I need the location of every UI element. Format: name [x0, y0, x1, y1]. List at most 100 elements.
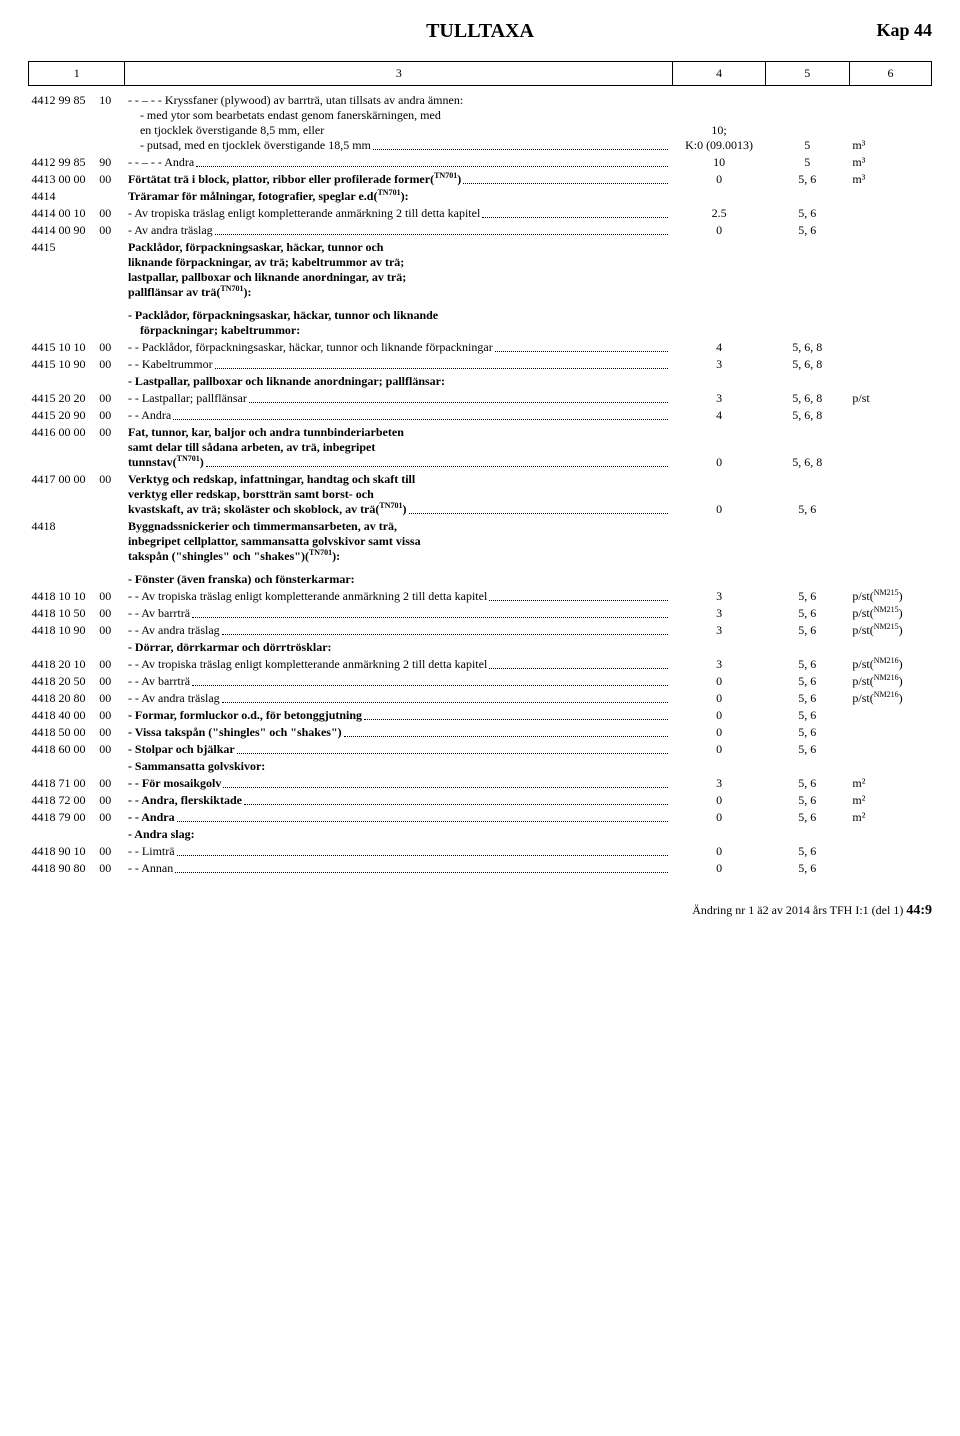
table-row: 4418 10 50 00 - - Av barrträ 3 5, 6 p/st… — [29, 605, 932, 622]
code-cell: 4418 71 00 — [29, 775, 97, 792]
code-cell: 4415 10 10 — [29, 339, 97, 356]
col4-cell: 0 — [673, 424, 765, 471]
table-row: 4418 60 00 00 - Stolpar och bjälkar 0 5,… — [29, 741, 932, 758]
desc-text: - Av tropiska träslag enligt komplettera… — [128, 206, 480, 221]
code-cell: 4414 — [29, 188, 97, 205]
code-cell: 4418 60 00 — [29, 741, 97, 758]
code-cell: 4413 00 00 — [29, 171, 97, 188]
desc-text: - - – - - Andra — [128, 155, 194, 170]
desc-text: - med ytor som bearbetats endast genom f… — [128, 108, 441, 122]
col4-cell: 3 — [673, 588, 765, 605]
col5-cell: 5, 6, 8 — [765, 356, 849, 373]
page-footer: Ändring nr 1 ä2 av 2014 års TFH I:1 (del… — [28, 903, 932, 919]
col5-cell: 5, 6, 8 — [765, 390, 849, 407]
code-cell: 4415 20 20 — [29, 390, 97, 407]
col5-cell: 5, 6 — [765, 205, 849, 222]
subcode-cell: 00 — [96, 588, 125, 605]
col5-cell: 5, 6 — [765, 673, 849, 690]
code-cell: 4415 20 90 — [29, 407, 97, 424]
subcode-cell: 00 — [96, 809, 125, 826]
table-row: 4414 Träramar för målningar, fotografier… — [29, 188, 932, 205]
desc-text: - - Andra, flerskiktade — [128, 793, 242, 808]
table-row: 4414 00 10 00 - Av tropiska träslag enli… — [29, 205, 932, 222]
col5-cell: 5, 6 — [765, 792, 849, 809]
col5-cell: 5, 6 — [765, 775, 849, 792]
desc-text: - Stolpar och bjälkar — [128, 742, 235, 757]
subcode-cell: 00 — [96, 673, 125, 690]
code-cell: 4418 20 10 — [29, 656, 97, 673]
code-cell: 4418 — [29, 518, 97, 565]
col4-cell: 4 — [673, 407, 765, 424]
table-row: 4418 90 80 00 - - Annan 0 5, 6 — [29, 860, 932, 877]
col5-cell: 5 — [765, 154, 849, 171]
desc-text: - Formar, formluckor o.d., för betonggju… — [128, 708, 362, 723]
table-row: - Dörrar, dörrkarmar och dörrtrösklar: — [29, 639, 932, 656]
code-cell: 4418 10 10 — [29, 588, 97, 605]
col5-cell: 5, 6 — [765, 656, 849, 673]
desc-cell: - Dörrar, dörrkarmar och dörrtrösklar: — [125, 639, 673, 656]
subcode-cell: 00 — [96, 707, 125, 724]
col4-cell: 0 — [673, 724, 765, 741]
col4-cell: 0 — [673, 741, 765, 758]
desc-cell: - Lastpallar, pallboxar och liknande ano… — [125, 373, 673, 390]
subcode-cell: 90 — [96, 154, 125, 171]
col-header-3: 3 — [125, 62, 673, 86]
subcode-cell: 00 — [96, 741, 125, 758]
code-cell: 4418 79 00 — [29, 809, 97, 826]
table-row: 4418 90 10 00 - - Limträ 0 5, 6 — [29, 843, 932, 860]
table-row: 4413 00 00 00 Förtätat trä i block, plat… — [29, 171, 932, 188]
col5-cell: 5, 6 — [765, 843, 849, 860]
col-header-4: 4 — [673, 62, 765, 86]
col4-cell: 4 — [673, 339, 765, 356]
table-row: 4418 20 50 00 - - Av barrträ 0 5, 6 p/st… — [29, 673, 932, 690]
table-row: 4412 99 85 10 - - – - - Kryssfaner (plyw… — [29, 92, 932, 154]
tariff-table: 1 3 4 5 6 4412 99 85 10 - - – - - Kryssf… — [28, 61, 932, 877]
desc-text: - - Av tropiska träslag enligt komplette… — [128, 589, 487, 604]
col-header-6: 6 — [849, 62, 931, 86]
desc-cell: Träramar för målningar, fotografier, spe… — [125, 188, 673, 205]
subcode-cell: 00 — [96, 724, 125, 741]
desc-text: - - Lastpallar; pallflänsar — [128, 391, 247, 406]
subcode-cell: 00 — [96, 605, 125, 622]
col5-cell: 5, 6 — [765, 741, 849, 758]
table-row: 4418 20 80 00 - - Av andra träslag 0 5, … — [29, 690, 932, 707]
col4-cell: 0 — [673, 792, 765, 809]
col6-cell: p/st(NM215) — [849, 605, 931, 622]
col5-cell: 5, 6, 8 — [765, 424, 849, 471]
col5-cell: 5, 6 — [765, 724, 849, 741]
code-cell: 4418 20 50 — [29, 673, 97, 690]
desc-cell: Verktyg och redskap, infattningar, handt… — [125, 471, 673, 518]
desc-text: en tjocklek överstigande 8,5 mm, eller — [128, 123, 324, 137]
desc-cell: Byggnadssnickerier och timmermansarbeten… — [125, 518, 673, 565]
subcode-cell: 00 — [96, 339, 125, 356]
table-row: 4415 20 90 00 - - Andra 4 5, 6, 8 — [29, 407, 932, 424]
desc-cell: - - – - - Kryssfaner (plywood) av barrtr… — [125, 92, 673, 154]
table-row: 4418 Byggnadssnickerier och timmermansar… — [29, 518, 932, 565]
col5-cell: 5, 6 — [765, 860, 849, 877]
col5-cell: 5, 6 — [765, 690, 849, 707]
desc-text: - Av andra träslag — [128, 223, 213, 238]
desc-text: - Vissa takspån ("shingles" och "shakes"… — [128, 725, 342, 740]
code-cell: 4418 10 90 — [29, 622, 97, 639]
desc-text: - - Limträ — [128, 844, 175, 859]
desc-text: - putsad, med en tjocklek överstigande 1… — [128, 138, 371, 153]
subcode-cell: 00 — [96, 171, 125, 188]
col6-cell: m² — [849, 792, 931, 809]
col4-cell: 0 — [673, 171, 765, 188]
col5-cell: 5, 6 — [765, 707, 849, 724]
col6-cell: m² — [849, 775, 931, 792]
col-header-1: 1 — [29, 62, 125, 86]
code-cell: 4418 20 80 — [29, 690, 97, 707]
table-row: 4415 20 20 00 - - Lastpallar; pallflänsa… — [29, 390, 932, 407]
subcode-cell: 00 — [96, 356, 125, 373]
code-cell: 4414 00 10 — [29, 205, 97, 222]
col4-cell: 3 — [673, 656, 765, 673]
desc-cell: - Fönster (även franska) och fönsterkarm… — [125, 571, 673, 588]
table-row: 4418 50 00 00 - Vissa takspån ("shingles… — [29, 724, 932, 741]
code-cell: 4412 99 85 — [29, 92, 97, 154]
table-row: 4416 00 00 00 Fat, tunnor, kar, baljor o… — [29, 424, 932, 471]
col4-cell: 0 — [673, 471, 765, 518]
code-cell: 4415 10 90 — [29, 356, 97, 373]
col6-cell: m³ — [849, 171, 931, 188]
table-row: 4415 Packlådor, förpackningsaskar, häcka… — [29, 239, 932, 301]
